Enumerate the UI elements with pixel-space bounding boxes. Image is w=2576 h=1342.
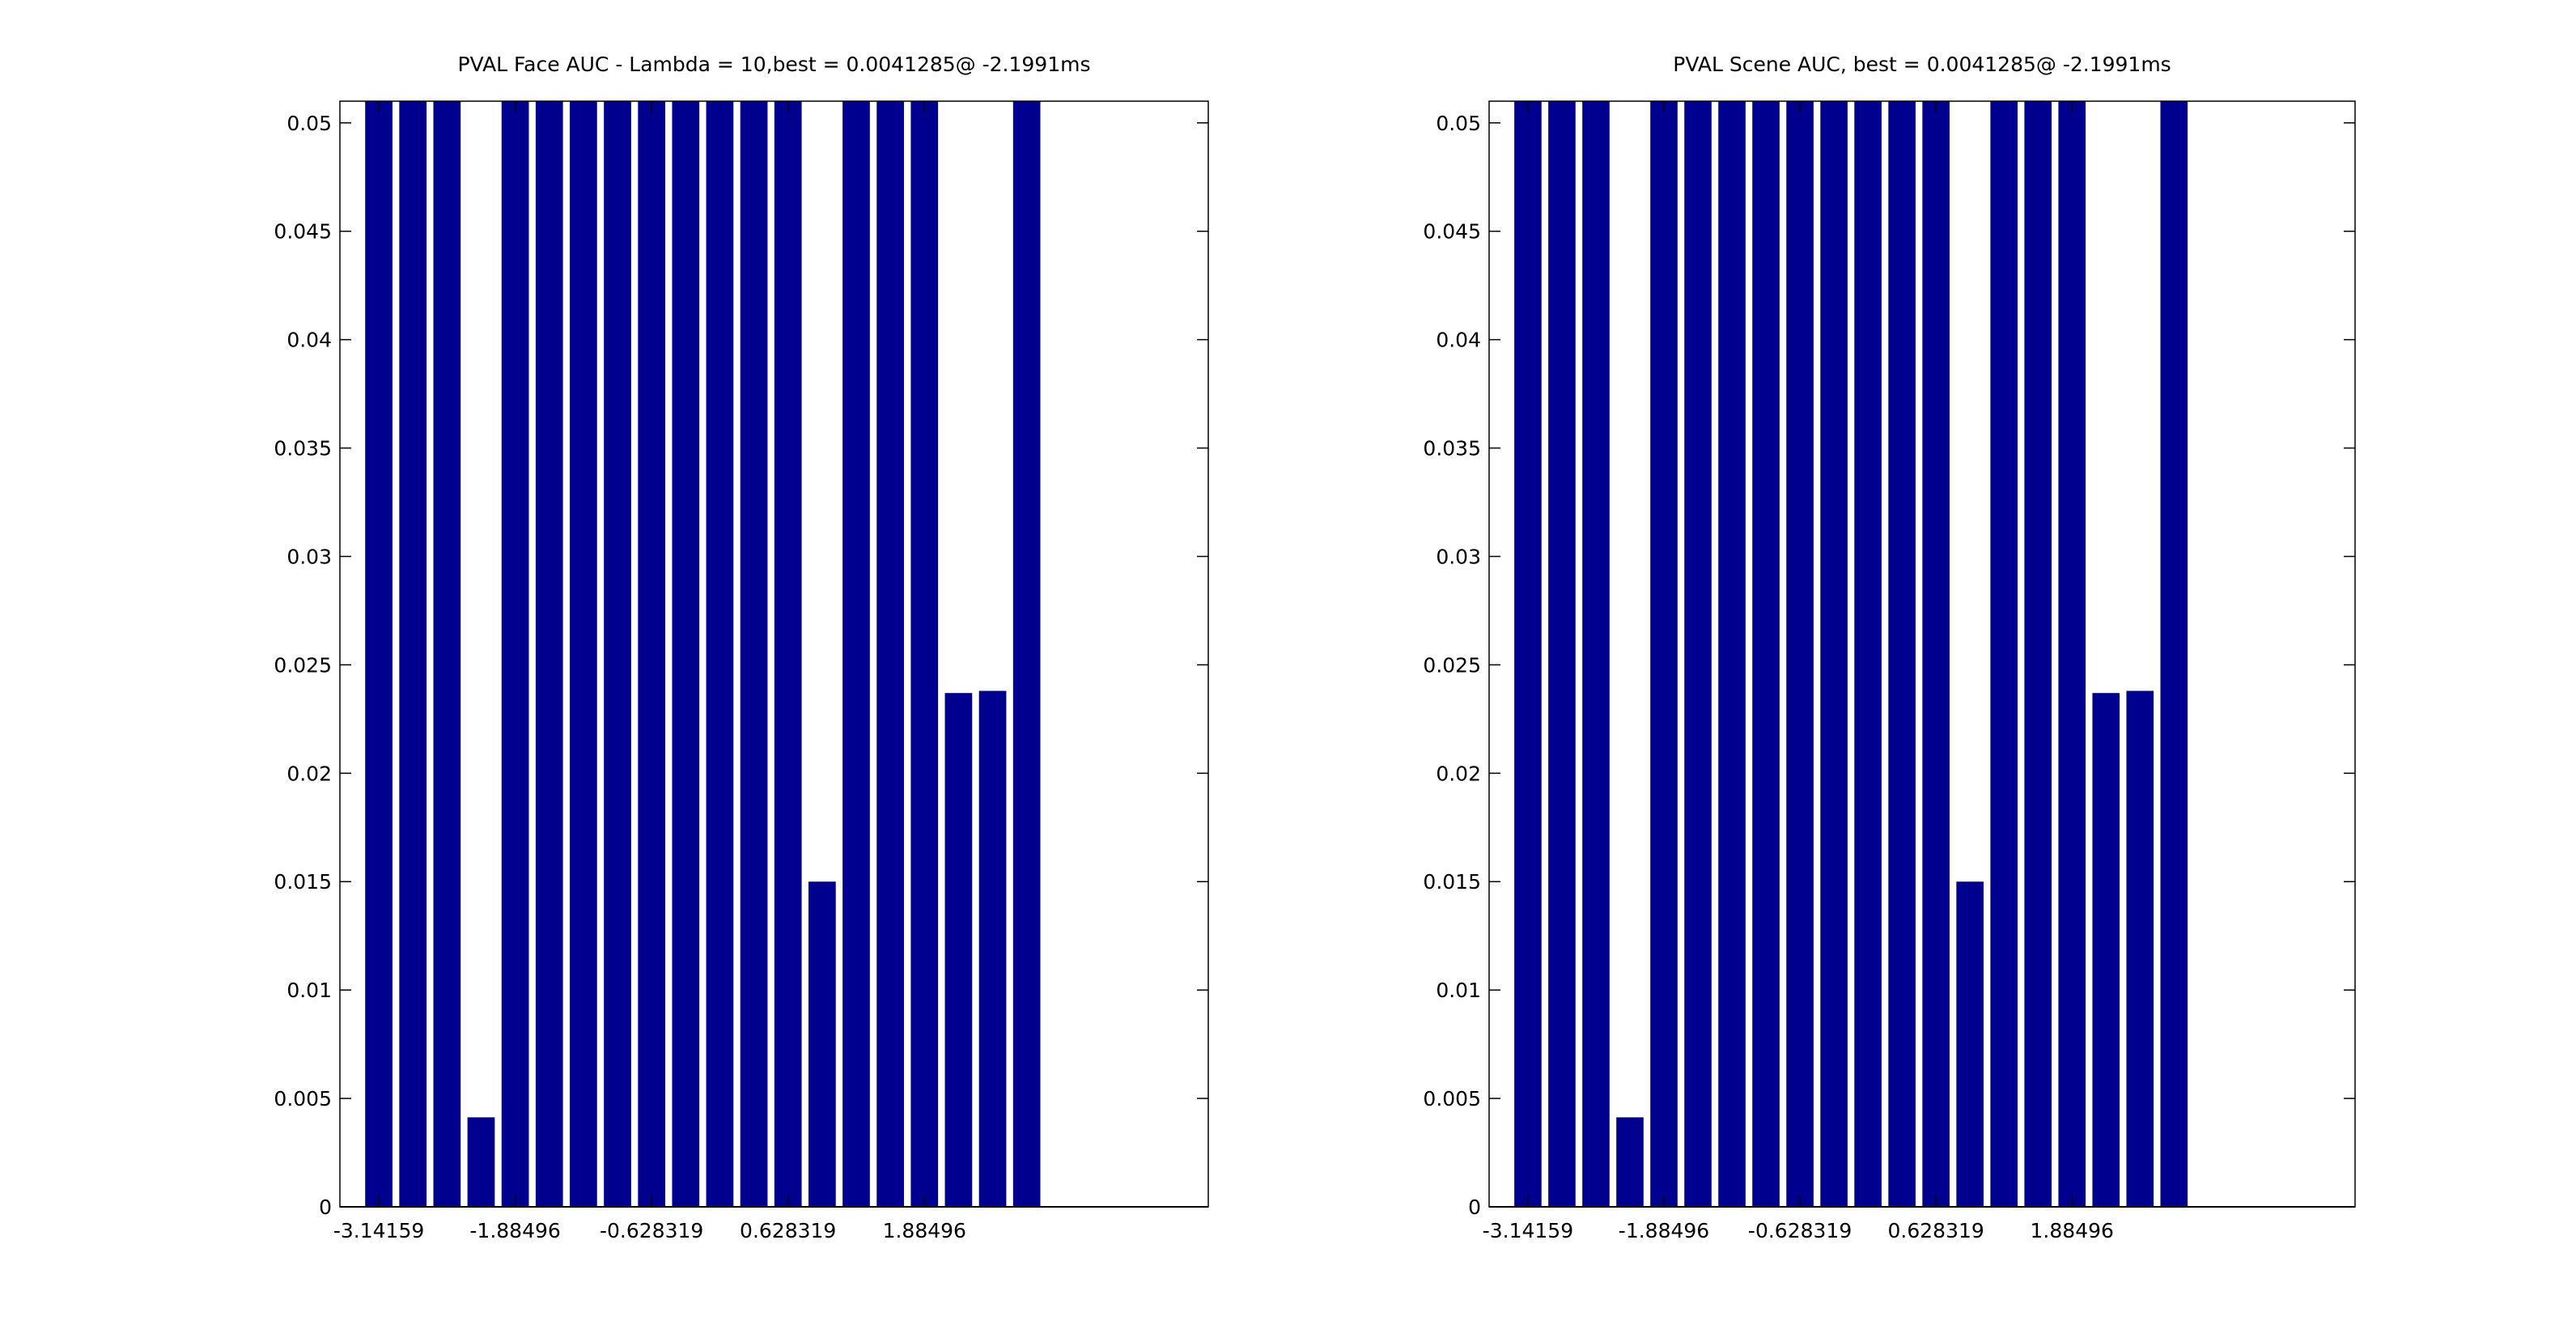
x-tick-label: -0.628319 xyxy=(1748,1219,1852,1242)
chart-title: PVAL Scene AUC, best = 0.0041285@ -2.199… xyxy=(1673,53,2171,76)
x-tick-label: -3.14159 xyxy=(333,1219,424,1242)
y-tick-label: 0.04 xyxy=(1436,329,1481,352)
bar xyxy=(842,101,870,1207)
bar xyxy=(944,693,973,1207)
bar xyxy=(399,101,427,1207)
bar xyxy=(1786,101,1814,1207)
y-tick-label: 0.005 xyxy=(274,1087,332,1111)
chart-title: PVAL Face AUC - Lambda = 10,best = 0.004… xyxy=(458,53,1091,76)
chart: PVAL Face AUC - Lambda = 10,best = 0.004… xyxy=(274,53,1209,1242)
x-tick-label: -0.628319 xyxy=(600,1219,703,1242)
bar xyxy=(1012,101,1041,1207)
bar xyxy=(2058,101,2086,1207)
bar xyxy=(2092,693,2120,1207)
bar xyxy=(604,101,631,1207)
x-tick-label: -1.88496 xyxy=(469,1219,560,1242)
bar xyxy=(1514,101,1542,1207)
bar xyxy=(706,101,734,1207)
bar xyxy=(1854,101,1882,1207)
y-tick-label: 0.025 xyxy=(1423,653,1481,677)
bar xyxy=(978,690,1007,1207)
y-tick-label: 0.05 xyxy=(286,112,332,135)
x-tick-label: 1.88496 xyxy=(883,1219,966,1242)
y-tick-label: 0.025 xyxy=(274,653,332,677)
bar xyxy=(2024,101,2052,1207)
y-tick-label: 0.015 xyxy=(274,870,332,894)
axes-box xyxy=(339,100,1209,1208)
y-tick-label: 0.01 xyxy=(286,979,332,1002)
x-tick-label: 0.628319 xyxy=(740,1219,836,1242)
bar xyxy=(1820,101,1848,1207)
y-tick-label: 0.045 xyxy=(1423,220,1481,244)
x-tick-label: 0.628319 xyxy=(1888,1219,1984,1242)
bar xyxy=(1650,101,1678,1207)
bar xyxy=(1956,881,1984,1207)
chart: PVAL Scene AUC, best = 0.0041285@ -2.199… xyxy=(1423,53,2356,1242)
bar xyxy=(876,101,904,1207)
bar xyxy=(638,101,666,1207)
bar xyxy=(1718,101,1746,1207)
bar xyxy=(740,101,768,1207)
x-tick-label: 1.88496 xyxy=(2031,1219,2114,1242)
bar xyxy=(1888,101,1916,1207)
y-tick-label: 0 xyxy=(319,1195,332,1219)
y-tick-label: 0.005 xyxy=(1423,1087,1481,1111)
y-tick-label: 0.05 xyxy=(1436,112,1481,135)
bar xyxy=(910,101,939,1207)
bar xyxy=(2160,101,2188,1207)
y-tick-label: 0.045 xyxy=(274,220,332,244)
y-tick-label: 0.01 xyxy=(1436,979,1481,1002)
y-tick-label: 0.03 xyxy=(286,545,332,568)
bar xyxy=(2126,690,2154,1207)
bar xyxy=(570,101,597,1207)
bars xyxy=(1514,101,2188,1207)
y-tick-label: 0.035 xyxy=(274,437,332,461)
bar xyxy=(672,101,700,1207)
y-tick-label: 0.04 xyxy=(286,329,332,352)
bar xyxy=(1990,101,2018,1207)
bar xyxy=(365,101,393,1207)
bar xyxy=(467,1117,495,1207)
y-tick-label: 0.02 xyxy=(1436,762,1481,785)
y-tick-label: 0.02 xyxy=(286,762,332,785)
bar xyxy=(1752,101,1780,1207)
bar xyxy=(774,101,802,1207)
x-tick-label: -3.14159 xyxy=(1483,1219,1573,1242)
bar xyxy=(1582,101,1610,1207)
bar xyxy=(808,881,836,1207)
x-tick-label: -1.88496 xyxy=(1619,1219,1709,1242)
y-tick-label: 0.035 xyxy=(1423,437,1481,461)
bar xyxy=(1548,101,1576,1207)
y-tick-label: 0 xyxy=(1468,1195,1481,1219)
axes-box xyxy=(1488,100,2356,1208)
bar xyxy=(433,101,461,1207)
bars xyxy=(365,101,1041,1207)
bar xyxy=(501,101,529,1207)
y-tick-label: 0.015 xyxy=(1423,870,1481,894)
y-tick-label: 0.03 xyxy=(1436,545,1481,568)
bar xyxy=(1616,1117,1644,1207)
bar xyxy=(1922,101,1950,1207)
bar xyxy=(1684,101,1712,1207)
bar xyxy=(535,101,563,1207)
